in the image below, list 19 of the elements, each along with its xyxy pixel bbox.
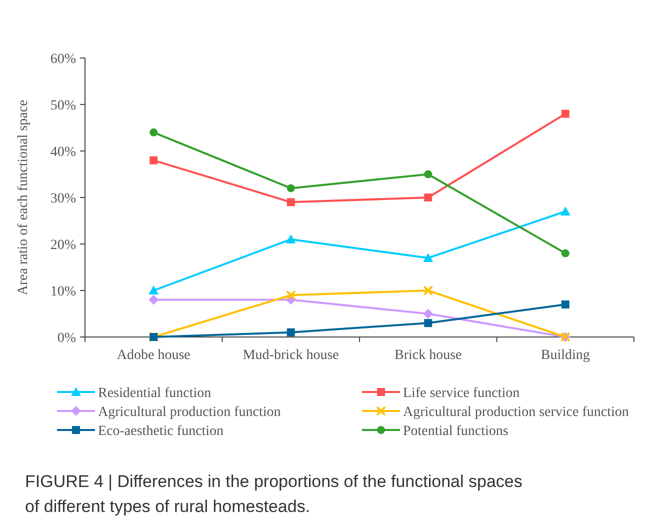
x-tick-label: Adobe house: [116, 348, 190, 363]
y-tick-label: 60%: [50, 52, 76, 67]
legend-label: Life service function: [403, 386, 520, 401]
y-tick-label: 30%: [50, 191, 76, 206]
legend-label: Residential function: [98, 386, 212, 401]
legend-label: Eco-aesthetic function: [98, 424, 224, 439]
caption: FIGURE 4 | Differences in the proportions of the functional spaces of different types of rural homesteads.: [25, 472, 522, 516]
x-tick-label: Building: [540, 348, 590, 363]
y-tick-label: 40%: [50, 144, 76, 160]
y-tick-label: 10%: [50, 284, 76, 300]
y-axis-title: Area ratio of each functional space: [16, 100, 31, 296]
y-tick-label: 20%: [50, 238, 76, 253]
y-tick-label: 0%: [57, 330, 76, 346]
legend-label: Agricultural production service function: [403, 404, 629, 420]
x-tick-label: Brick house: [394, 348, 462, 363]
y-tick-label: 50%: [50, 98, 76, 114]
x-tick-label: Mud-brick house: [242, 348, 339, 363]
legend-label: Potential functions: [403, 424, 508, 439]
legend-label: Agricultural production function: [98, 404, 281, 420]
